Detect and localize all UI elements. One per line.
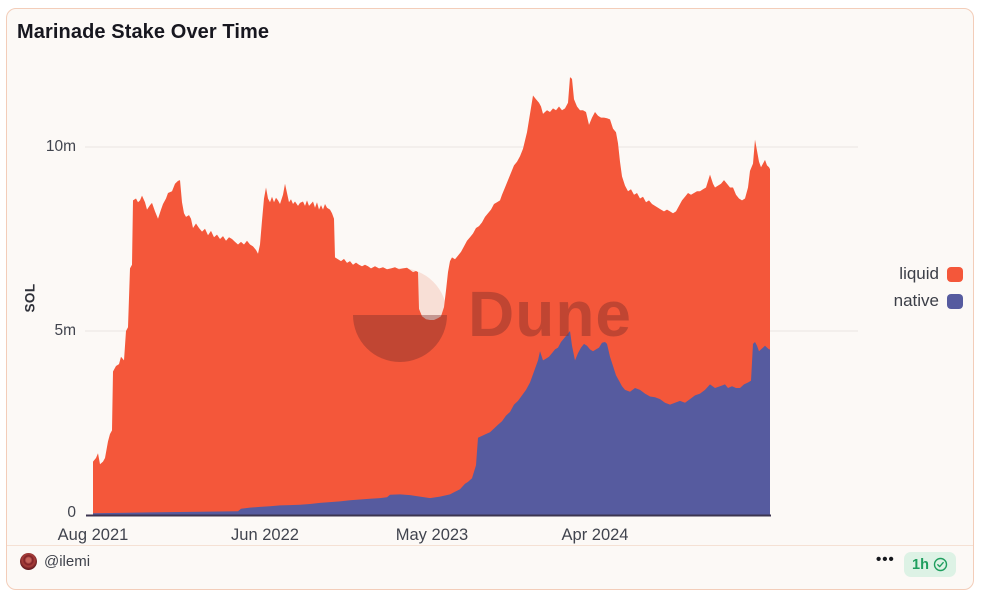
- x-tick-aug-2021: Aug 2021: [57, 526, 129, 544]
- footer-divider: [7, 545, 973, 546]
- legend: liquid native: [894, 264, 963, 311]
- more-menu-button[interactable]: •••: [876, 551, 895, 568]
- y-tick-0: 0: [67, 504, 76, 521]
- author-link[interactable]: @ilemi: [20, 553, 90, 570]
- dune-watermark-logo-bottom: [353, 315, 447, 362]
- native-area-series: [93, 331, 770, 515]
- y-tick-5m: 5m: [54, 322, 76, 339]
- author-avatar: [20, 553, 37, 570]
- y-axis-label: SOL: [22, 283, 38, 313]
- data-freshness-badge[interactable]: 1h: [904, 552, 956, 577]
- chart-title: Marinade Stake Over Time: [17, 21, 270, 43]
- dune-watermark-text: Dune: [468, 278, 632, 350]
- legend-label-liquid: liquid: [899, 264, 939, 283]
- x-tick-jun-2022: Jun 2022: [231, 526, 299, 544]
- y-tick-10m: 10m: [45, 138, 76, 155]
- legend-item-liquid: liquid: [899, 264, 963, 284]
- x-tick-apr-2024: Apr 2024: [561, 526, 629, 544]
- legend-swatch-native: [947, 293, 963, 309]
- freshness-time: 1h: [912, 556, 929, 573]
- legend-label-native: native: [893, 291, 939, 310]
- x-tick-may-2023: May 2023: [395, 526, 469, 544]
- author-handle: @ilemi: [44, 553, 91, 570]
- legend-swatch-liquid: [947, 266, 963, 282]
- legend-item-native: native: [894, 291, 963, 311]
- check-seal-icon: [933, 557, 948, 572]
